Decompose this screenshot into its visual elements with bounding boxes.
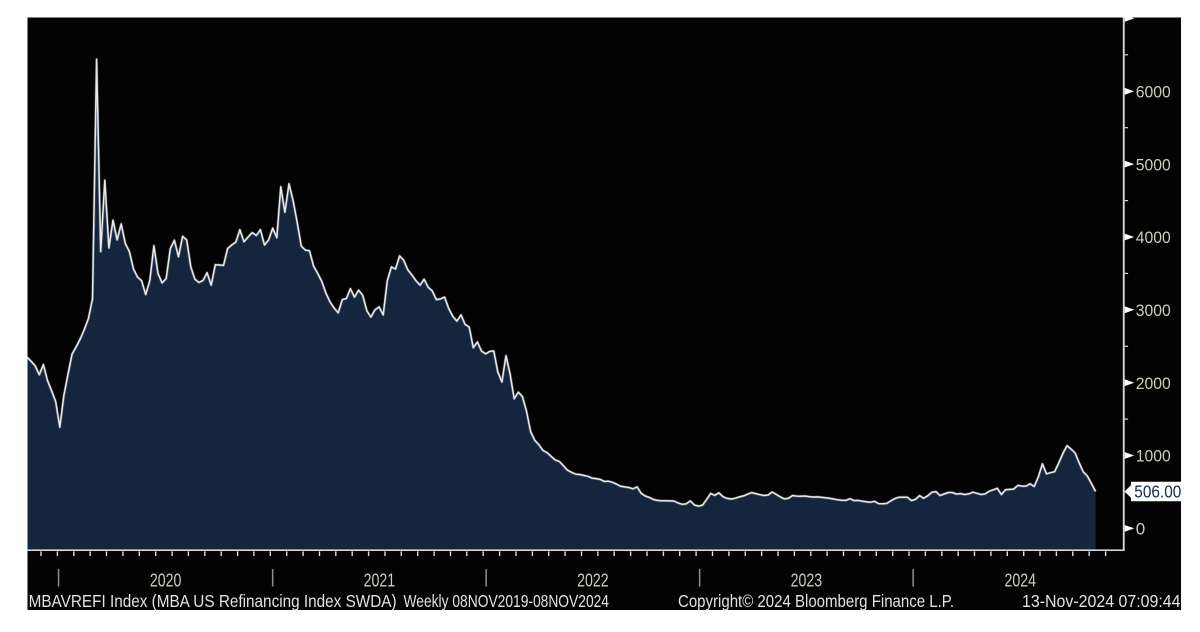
svg-text:2023: 2023 xyxy=(791,571,823,591)
svg-text:0: 0 xyxy=(1136,520,1145,539)
svg-text:5000: 5000 xyxy=(1136,155,1171,174)
svg-text:4000: 4000 xyxy=(1136,228,1171,247)
svg-text:1000: 1000 xyxy=(1136,447,1171,466)
svg-text:MBAVREFI Index (MBA US Refinan: MBAVREFI Index (MBA US Refinancing Index… xyxy=(29,591,397,611)
svg-text:2024: 2024 xyxy=(1004,571,1036,591)
svg-text:2021: 2021 xyxy=(364,571,396,591)
svg-text:Copyright© 2024 Bloomberg Fina: Copyright© 2024 Bloomberg Finance L.P. xyxy=(678,591,954,611)
svg-text:3000: 3000 xyxy=(1136,301,1171,320)
svg-text:2020: 2020 xyxy=(150,571,182,591)
svg-text:Weekly 08NOV2019-08NOV2024: Weekly 08NOV2019-08NOV2024 xyxy=(404,591,610,611)
svg-text:6000: 6000 xyxy=(1136,83,1171,102)
svg-text:13-Nov-2024 07:09:44: 13-Nov-2024 07:09:44 xyxy=(1022,591,1181,611)
svg-text:2022: 2022 xyxy=(577,571,609,591)
svg-text:506.00: 506.00 xyxy=(1134,481,1181,501)
svg-text:2000: 2000 xyxy=(1136,374,1171,393)
